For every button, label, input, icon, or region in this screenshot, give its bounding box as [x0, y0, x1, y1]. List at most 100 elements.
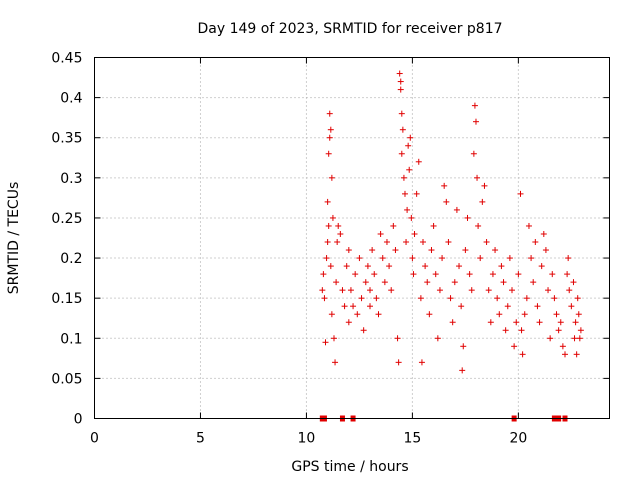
data-point [377, 230, 384, 237]
data-point [358, 295, 365, 302]
data-point [504, 303, 511, 310]
data-point [471, 102, 478, 109]
data-point [364, 263, 371, 270]
data-point [424, 279, 431, 286]
data-point [466, 271, 473, 278]
data-point [413, 190, 420, 197]
data-point [472, 118, 479, 125]
data-point [492, 247, 499, 254]
data-point [518, 327, 525, 334]
data-point [547, 335, 554, 342]
data-point [388, 287, 395, 294]
data-point [371, 271, 378, 278]
data-point [354, 311, 361, 318]
data-point [373, 295, 380, 302]
y-tick-label: 0.25 [51, 211, 82, 227]
data-point [403, 239, 410, 246]
y-tick-label: 0.4 [60, 91, 82, 107]
data-point [323, 255, 330, 262]
data-point [568, 303, 575, 310]
data-point [345, 247, 352, 254]
axis-ticks [94, 57, 610, 419]
data-point [553, 311, 560, 318]
data-point [451, 279, 458, 286]
data-point [326, 134, 333, 141]
data-point [439, 255, 446, 262]
data-point [328, 174, 335, 181]
data-point [534, 303, 541, 310]
data-point [339, 287, 346, 294]
data-point [404, 206, 411, 213]
data-point [441, 182, 448, 189]
data-point [321, 295, 328, 302]
data-point [408, 214, 415, 221]
data-point [513, 319, 520, 326]
data-point [362, 279, 369, 286]
y-tick-label: 0.35 [51, 131, 82, 147]
data-point [381, 279, 388, 286]
data-point [419, 239, 426, 246]
data-point [517, 190, 524, 197]
data-point [559, 343, 566, 350]
data-point [572, 319, 579, 326]
data-point [324, 239, 331, 246]
data-point [549, 271, 556, 278]
data-point [410, 271, 417, 278]
x-tick-label: 20 [509, 431, 527, 447]
data-point [367, 287, 374, 294]
data-point [379, 255, 386, 262]
data-point [564, 271, 571, 278]
data-point [487, 319, 494, 326]
data-point [506, 255, 513, 262]
data-point [511, 343, 518, 350]
plot-frame [94, 57, 610, 419]
data-point [327, 126, 334, 133]
data-point [434, 335, 441, 342]
data-point [397, 86, 404, 93]
data-point [345, 319, 352, 326]
data-point [320, 271, 327, 278]
data-point [458, 303, 465, 310]
y-tick-label: 0.05 [51, 371, 82, 387]
data-point [325, 222, 332, 229]
data-point [395, 359, 402, 366]
y-tick-label: 0.3 [60, 171, 82, 187]
data-point [530, 279, 537, 286]
data-point [390, 222, 397, 229]
data-point [386, 263, 393, 270]
data-point [502, 327, 509, 334]
data-point [536, 319, 543, 326]
data-point [500, 279, 507, 286]
data-point [360, 327, 367, 334]
data-point [447, 295, 454, 302]
data-point [375, 311, 382, 318]
data-point [576, 335, 583, 342]
data-point [489, 271, 496, 278]
data-point [417, 295, 424, 302]
y-tick-label: 0 [74, 412, 83, 428]
data-point [356, 255, 363, 262]
data-point [445, 239, 452, 246]
data-point [468, 287, 475, 294]
y-tick-label: 0.1 [60, 331, 82, 347]
data-point [409, 255, 416, 262]
y-tick-label: 0.45 [51, 51, 82, 67]
data-point [459, 367, 466, 374]
data-point [555, 327, 562, 334]
data-point [436, 287, 443, 294]
data-point [406, 166, 413, 173]
data-point [494, 295, 501, 302]
data-point [551, 295, 558, 302]
data-point [396, 70, 403, 77]
data-point [573, 351, 580, 358]
data-point [394, 335, 401, 342]
data-point [422, 263, 429, 270]
data-point [426, 311, 433, 318]
data-point [347, 287, 354, 294]
data-point [428, 247, 435, 254]
data-point [397, 78, 404, 85]
data-point [483, 239, 490, 246]
data-point [383, 239, 390, 246]
data-point [325, 150, 332, 157]
x-axis-label: GPS time / hours [291, 459, 408, 475]
